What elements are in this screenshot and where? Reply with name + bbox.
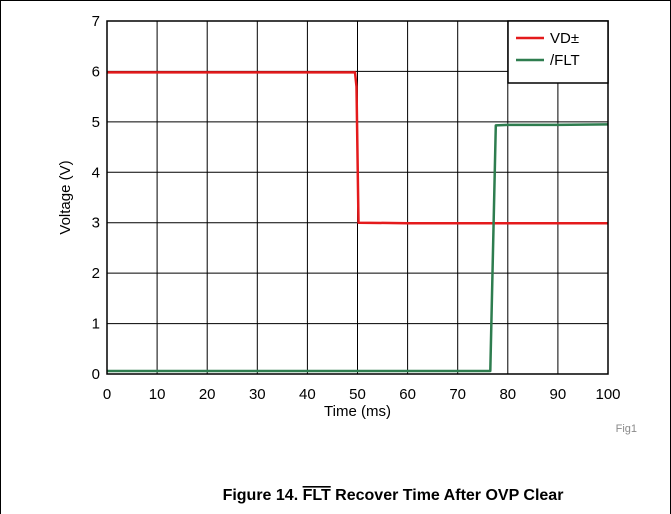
- series-line-vd: [107, 71, 608, 225]
- figure-id-note: Fig1: [616, 423, 637, 435]
- caption-suffix: Recover Time After OVP Clear: [331, 487, 564, 504]
- x-tick-labels: 0 10 20 30 40 50 60 70 80 90 100: [103, 386, 621, 403]
- plot-area: [106, 20, 609, 375]
- y-axis-label: Voltage (V): [57, 160, 74, 234]
- y-tick-label: 6: [92, 63, 100, 80]
- y-tick-labels: 0 1 2 3 4 5 6 7: [92, 13, 100, 383]
- x-tick-label: 10: [149, 386, 166, 403]
- y-tick-label: 0: [92, 366, 100, 383]
- x-tick-label: 20: [199, 386, 216, 403]
- figure-caption: Figure 14. FLT Recover Time After OVP Cl…: [223, 487, 564, 504]
- x-tick-label: 30: [249, 386, 266, 403]
- legend: VD± /FLT: [507, 20, 609, 84]
- y-tick-label: 4: [92, 164, 100, 181]
- x-tick-label: 80: [499, 386, 516, 403]
- series-layer: [107, 71, 609, 373]
- x-tick-label: 60: [399, 386, 416, 403]
- y-tick-label: 2: [92, 265, 100, 282]
- y-tick-label: 3: [92, 215, 100, 232]
- x-tick-label: 90: [550, 386, 567, 403]
- x-tick-label: 50: [349, 386, 366, 403]
- legend-box: [507, 20, 609, 84]
- y-tick-label: 1: [92, 316, 100, 333]
- legend-label-vd: VD±: [550, 30, 579, 47]
- x-axis-label: Time (ms): [324, 403, 391, 420]
- y-tick-label: 7: [92, 13, 100, 30]
- series-line-flt: [107, 123, 609, 373]
- caption-prefix: Figure 14.: [223, 487, 303, 504]
- x-tick-label: 40: [299, 386, 316, 403]
- x-tick-label: 100: [595, 386, 620, 403]
- caption-overline-text: FLT: [303, 487, 331, 504]
- x-tick-label: 70: [449, 386, 466, 403]
- legend-label-flt: /FLT: [550, 52, 580, 69]
- y-tick-label: 5: [92, 114, 100, 131]
- x-tick-label: 0: [103, 386, 111, 403]
